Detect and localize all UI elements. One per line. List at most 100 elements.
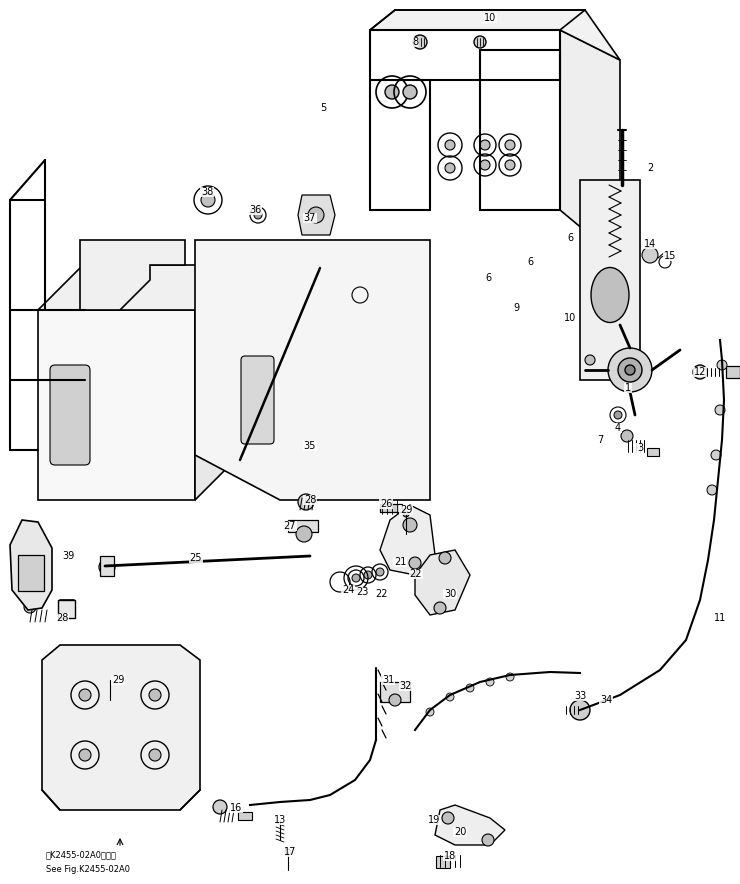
- Circle shape: [442, 812, 454, 824]
- Text: 11: 11: [714, 613, 726, 623]
- Text: 23: 23: [356, 587, 369, 597]
- Circle shape: [505, 160, 515, 170]
- Circle shape: [482, 834, 494, 846]
- Circle shape: [413, 35, 427, 49]
- Circle shape: [693, 365, 707, 379]
- Circle shape: [24, 601, 36, 613]
- Text: 13: 13: [274, 815, 286, 825]
- Circle shape: [445, 163, 455, 173]
- Circle shape: [409, 557, 421, 569]
- Text: 2: 2: [647, 163, 653, 173]
- Circle shape: [608, 348, 652, 392]
- Text: 第K2455-02A0図参照: 第K2455-02A0図参照: [46, 850, 117, 859]
- Text: 30: 30: [444, 589, 456, 599]
- Circle shape: [403, 85, 417, 99]
- Bar: [380, 682, 410, 702]
- Text: 5: 5: [320, 103, 326, 113]
- Polygon shape: [80, 240, 185, 310]
- Polygon shape: [195, 240, 430, 500]
- Text: 16: 16: [230, 803, 242, 813]
- Circle shape: [403, 511, 409, 517]
- Text: 9: 9: [513, 303, 519, 313]
- Circle shape: [364, 571, 372, 579]
- FancyBboxPatch shape: [241, 356, 274, 444]
- Circle shape: [480, 160, 490, 170]
- Text: 33: 33: [574, 691, 586, 701]
- Polygon shape: [195, 265, 240, 500]
- Text: 34: 34: [600, 695, 612, 705]
- Circle shape: [466, 684, 474, 692]
- Circle shape: [298, 494, 314, 510]
- Circle shape: [474, 36, 486, 48]
- Circle shape: [308, 207, 324, 223]
- Circle shape: [505, 140, 515, 150]
- Text: 26: 26: [380, 499, 392, 509]
- Text: 27: 27: [283, 521, 296, 531]
- Circle shape: [711, 450, 721, 460]
- Text: 38: 38: [201, 187, 213, 197]
- Polygon shape: [42, 645, 200, 810]
- Circle shape: [445, 140, 455, 150]
- Circle shape: [570, 700, 590, 720]
- Polygon shape: [10, 520, 52, 610]
- Text: 8: 8: [412, 37, 418, 47]
- Text: 14: 14: [644, 239, 656, 249]
- Text: 6: 6: [485, 273, 491, 283]
- Circle shape: [149, 749, 161, 761]
- Polygon shape: [380, 505, 435, 575]
- Circle shape: [486, 678, 494, 686]
- Circle shape: [434, 602, 446, 614]
- Polygon shape: [580, 180, 640, 380]
- Bar: [380, 504, 402, 512]
- Polygon shape: [213, 308, 238, 410]
- Text: 19: 19: [428, 815, 440, 825]
- Circle shape: [385, 85, 399, 99]
- Bar: [726, 366, 740, 378]
- Polygon shape: [415, 550, 470, 615]
- Polygon shape: [370, 10, 620, 60]
- Text: 20: 20: [454, 827, 466, 837]
- Text: 29: 29: [112, 675, 124, 685]
- Bar: [647, 448, 659, 456]
- Circle shape: [213, 800, 227, 814]
- Text: 10: 10: [564, 313, 576, 323]
- Text: 10: 10: [484, 13, 496, 23]
- Bar: [436, 856, 450, 868]
- Text: 32: 32: [400, 681, 412, 691]
- Circle shape: [642, 247, 658, 263]
- Circle shape: [618, 358, 642, 382]
- Circle shape: [426, 708, 434, 716]
- Circle shape: [99, 559, 115, 575]
- Text: 6: 6: [567, 233, 573, 243]
- Circle shape: [254, 211, 262, 219]
- Text: 29: 29: [400, 505, 412, 515]
- Ellipse shape: [591, 268, 629, 323]
- Circle shape: [446, 693, 454, 701]
- Circle shape: [585, 355, 595, 365]
- Text: 18: 18: [444, 851, 456, 861]
- Text: 22: 22: [410, 569, 423, 579]
- Polygon shape: [298, 195, 335, 235]
- Text: 39: 39: [62, 551, 74, 561]
- Text: 25: 25: [189, 553, 202, 563]
- Bar: [100, 556, 114, 576]
- Text: 36: 36: [249, 205, 261, 215]
- Circle shape: [506, 673, 514, 681]
- Polygon shape: [38, 310, 195, 500]
- Text: 31: 31: [382, 675, 394, 685]
- Polygon shape: [435, 805, 505, 845]
- Text: 37: 37: [304, 213, 316, 223]
- Text: 1: 1: [625, 383, 631, 393]
- Polygon shape: [38, 265, 240, 310]
- Text: 3: 3: [637, 443, 643, 453]
- Text: 15: 15: [664, 251, 676, 261]
- Circle shape: [480, 140, 490, 150]
- Text: 4: 4: [615, 423, 621, 433]
- Circle shape: [715, 405, 725, 415]
- Text: 7: 7: [597, 435, 603, 445]
- Circle shape: [614, 411, 622, 419]
- Circle shape: [439, 552, 451, 564]
- Text: 21: 21: [394, 557, 406, 567]
- Text: 12: 12: [694, 367, 706, 377]
- Circle shape: [376, 568, 384, 576]
